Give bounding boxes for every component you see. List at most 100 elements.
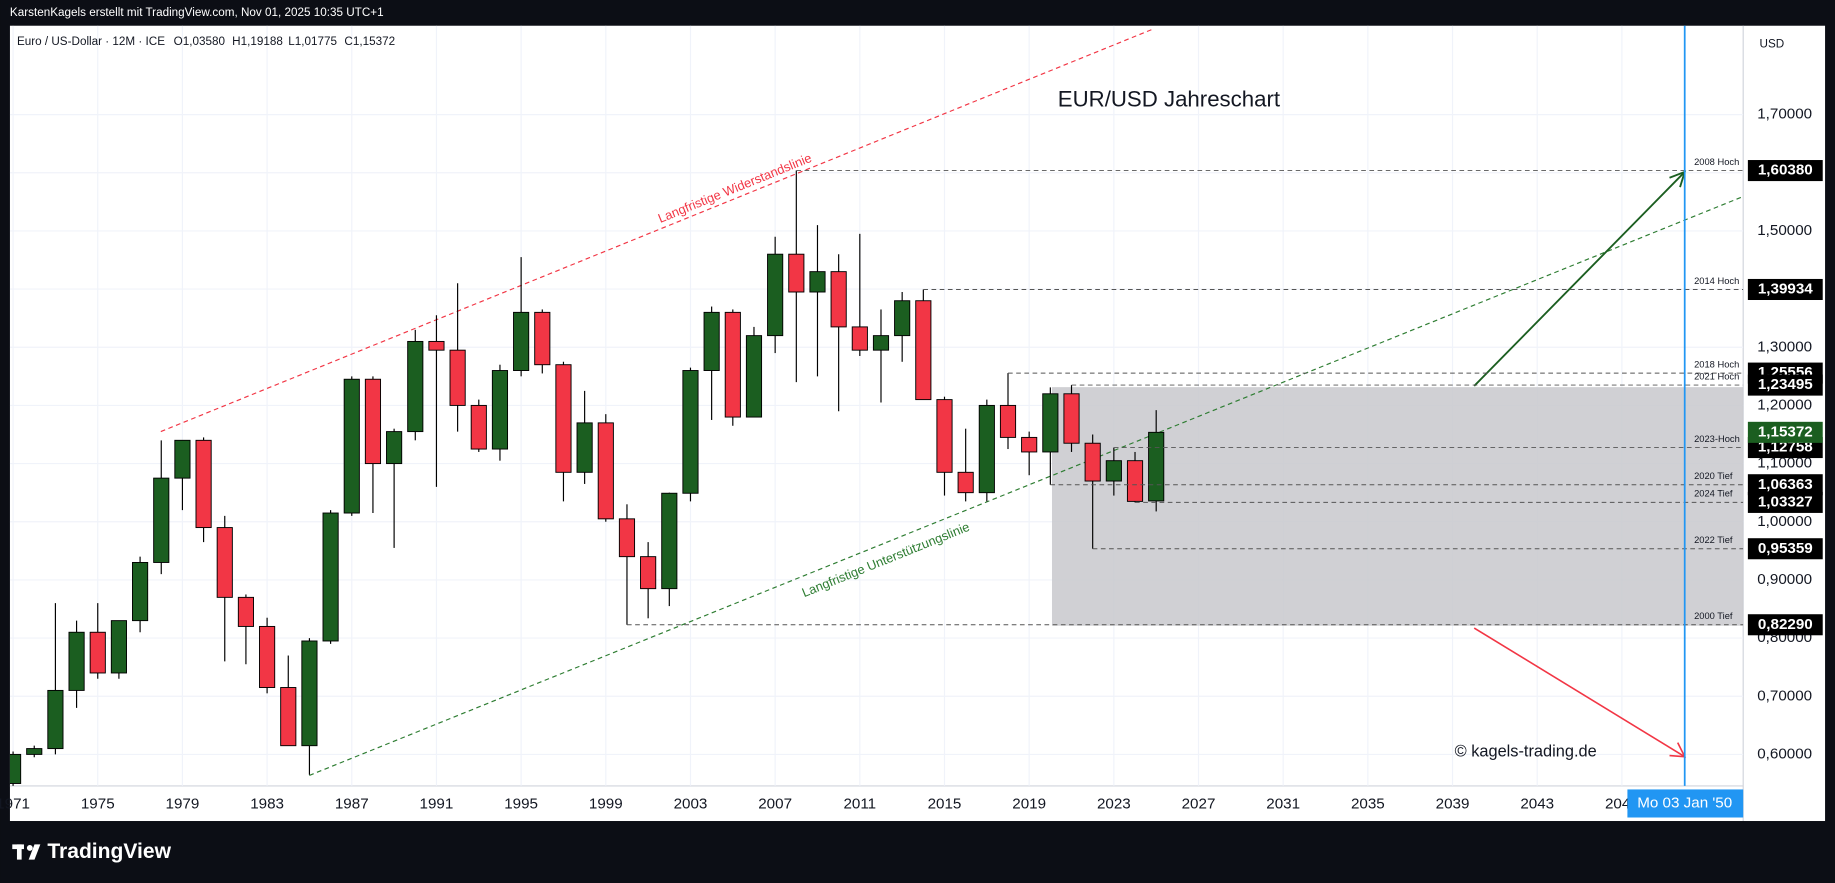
x-tick-label: 1999 bbox=[589, 796, 623, 813]
candle-body bbox=[576, 422, 593, 473]
x-tick-label: 2039 bbox=[1436, 796, 1470, 813]
candle-body bbox=[978, 404, 995, 494]
candle-body bbox=[47, 689, 64, 750]
x-tick-label: 2015 bbox=[928, 796, 962, 813]
level-price: 0,95359 bbox=[1758, 540, 1813, 557]
candle-body bbox=[237, 596, 254, 627]
currency: USD bbox=[1760, 38, 1785, 51]
legend-close: C1,15372 bbox=[344, 35, 395, 48]
x-tick-label: 2003 bbox=[674, 796, 708, 813]
candle-body bbox=[1105, 460, 1122, 482]
candle-body bbox=[1021, 436, 1038, 453]
x-tick-label: 1995 bbox=[504, 796, 538, 813]
candle-body bbox=[153, 477, 170, 563]
candle-body bbox=[386, 431, 403, 465]
x-tick-label: 2027 bbox=[1182, 796, 1216, 813]
legend-open: O1,03580 bbox=[174, 35, 226, 48]
y-tick-label: 0,70000 bbox=[1757, 687, 1812, 704]
candle-body bbox=[491, 370, 509, 450]
candle-body bbox=[110, 620, 127, 674]
candle-body bbox=[322, 512, 339, 642]
candle-body bbox=[1042, 393, 1059, 453]
candle-body bbox=[788, 253, 805, 293]
bull-arrow bbox=[1473, 171, 1686, 387]
candle-body bbox=[915, 300, 932, 401]
candle-body bbox=[640, 556, 657, 590]
candle-body bbox=[534, 311, 551, 366]
level-name: 2018 Hoch bbox=[1694, 359, 1739, 369]
candle-body bbox=[830, 271, 847, 328]
level-name: 2024 Tief bbox=[1694, 489, 1733, 499]
candle-body bbox=[851, 326, 868, 351]
cursor-date: Mo 03 Jan '50 bbox=[1637, 794, 1732, 811]
candle-body bbox=[745, 335, 763, 418]
x-tick-label: 2043 bbox=[1520, 796, 1554, 813]
candle-body bbox=[364, 378, 382, 465]
x-tick-label: 1991 bbox=[420, 796, 454, 813]
candle-body bbox=[618, 518, 636, 558]
y-tick-label: 0,90000 bbox=[1757, 571, 1812, 588]
candle-body bbox=[68, 631, 85, 691]
last-price: 1,15372 bbox=[1758, 423, 1813, 440]
x-tick-label: 1983 bbox=[250, 796, 284, 813]
candle-body bbox=[195, 439, 212, 529]
header-text: KarstenKagels erstellt mit TradingView.c… bbox=[10, 6, 384, 19]
candle-body bbox=[343, 378, 360, 514]
candle-body bbox=[1148, 431, 1165, 502]
level-price: 1,39934 bbox=[1758, 280, 1813, 297]
level-price: 1,23495 bbox=[1758, 376, 1813, 393]
candle-body bbox=[132, 561, 149, 622]
candle-body bbox=[470, 404, 487, 450]
candle-body bbox=[1126, 460, 1144, 502]
x-tick-label: 2023 bbox=[1097, 796, 1131, 813]
level-badge bbox=[1747, 374, 1823, 396]
y-tick-label: 1,70000 bbox=[1757, 106, 1812, 123]
x-tick-label: 2019 bbox=[1012, 796, 1046, 813]
legend-high: H1,19188 bbox=[232, 35, 283, 48]
level-name: 2014 Hoch bbox=[1694, 276, 1739, 286]
candle-body bbox=[280, 687, 297, 747]
x-tick-label: 1979 bbox=[166, 796, 200, 813]
candle-body bbox=[1084, 442, 1101, 482]
level-price: 1,03327 bbox=[1758, 493, 1813, 510]
candle-body bbox=[89, 631, 106, 674]
bear-arrow bbox=[1473, 627, 1686, 758]
candle-body bbox=[872, 335, 890, 351]
candle-body bbox=[936, 399, 953, 473]
x-tick-label: 2035 bbox=[1351, 796, 1385, 813]
level-badge bbox=[1747, 491, 1823, 513]
candle-body bbox=[513, 311, 530, 371]
candle-body bbox=[724, 311, 741, 418]
candle-body bbox=[449, 349, 466, 406]
candle-body bbox=[428, 340, 445, 351]
support-line bbox=[309, 195, 1744, 776]
candle-body bbox=[767, 253, 784, 337]
x-tick-label: 1975 bbox=[81, 796, 115, 813]
x-tick-label: 2007 bbox=[758, 796, 792, 813]
level-price: 0,82290 bbox=[1758, 616, 1813, 633]
level-name: 2020 Tief bbox=[1694, 471, 1733, 481]
level-price: 1,06363 bbox=[1758, 476, 1813, 493]
watermark: © kagels-trading.de bbox=[1455, 742, 1597, 760]
candle-body bbox=[999, 404, 1017, 438]
level-price: 1,60380 bbox=[1758, 162, 1813, 179]
candle-body bbox=[216, 527, 233, 598]
candle-body bbox=[174, 439, 191, 479]
candle-body bbox=[9, 753, 22, 784]
footer-brand: TradingView bbox=[47, 840, 171, 863]
candle-body bbox=[894, 300, 911, 337]
x-tick-label: 1987 bbox=[335, 796, 369, 813]
y-tick-label: 1,00000 bbox=[1757, 513, 1812, 530]
resistance-line bbox=[160, 28, 1153, 433]
level-badge bbox=[1747, 614, 1823, 636]
level-badge bbox=[1747, 278, 1823, 301]
tv-logo bbox=[12, 844, 41, 860]
y-tick-label: 0,60000 bbox=[1757, 745, 1812, 762]
legend-low: L1,01775 bbox=[288, 35, 337, 48]
x-tick-label: 2011 bbox=[843, 796, 876, 813]
candle-body bbox=[1063, 393, 1080, 444]
y-tick-label: 1,50000 bbox=[1757, 222, 1812, 239]
level-name: 2000 Tief bbox=[1694, 611, 1733, 621]
level-badge bbox=[1747, 474, 1823, 496]
